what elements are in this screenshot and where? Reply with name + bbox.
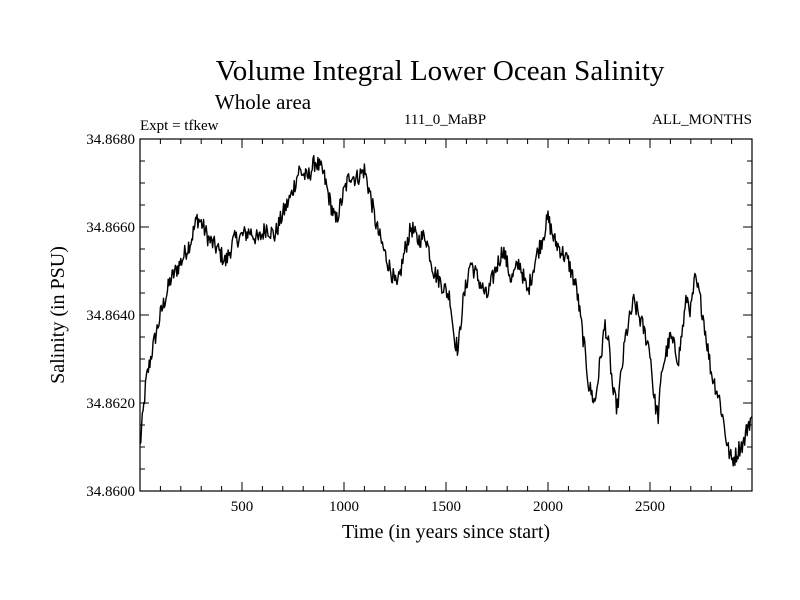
period-label: 111_0_MaBP: [404, 112, 486, 128]
y-tick-label: 34.8620: [86, 396, 135, 412]
x-tick-label: 1500: [431, 499, 461, 515]
y-tick-label: 34.8660: [86, 220, 135, 236]
y-axis-label: Salinity (in PSU): [47, 246, 69, 384]
y-tick-label: 34.8680: [86, 132, 135, 148]
salinity-series-line: [139, 154, 753, 467]
chart-subtitle: Whole area: [215, 90, 312, 114]
x-axis-label: Time (in years since start): [342, 521, 550, 543]
chart-title: Volume Integral Lower Ocean Salinity: [216, 55, 665, 87]
x-axis-tick-labels: 500 1000 1500 2000 2500: [231, 499, 665, 515]
x-tick-label: 2000: [533, 499, 563, 515]
x-tick-label: 2500: [635, 499, 665, 515]
y-tick-label: 34.8600: [86, 484, 135, 500]
y-axis-tick-labels: 34.8600 34.8620 34.8640 34.8660 34.8680: [86, 132, 135, 500]
y-axis-ticks: [140, 160, 752, 470]
y-tick-label: 34.8640: [86, 308, 135, 324]
x-tick-label: 500: [231, 499, 254, 515]
experiment-label: Expt = tfkew: [140, 118, 219, 134]
plot-frame: [139, 138, 753, 492]
months-label: ALL_MONTHS: [652, 112, 752, 128]
x-tick-label: 1000: [329, 499, 359, 515]
x-axis-ticks: [159, 139, 733, 491]
